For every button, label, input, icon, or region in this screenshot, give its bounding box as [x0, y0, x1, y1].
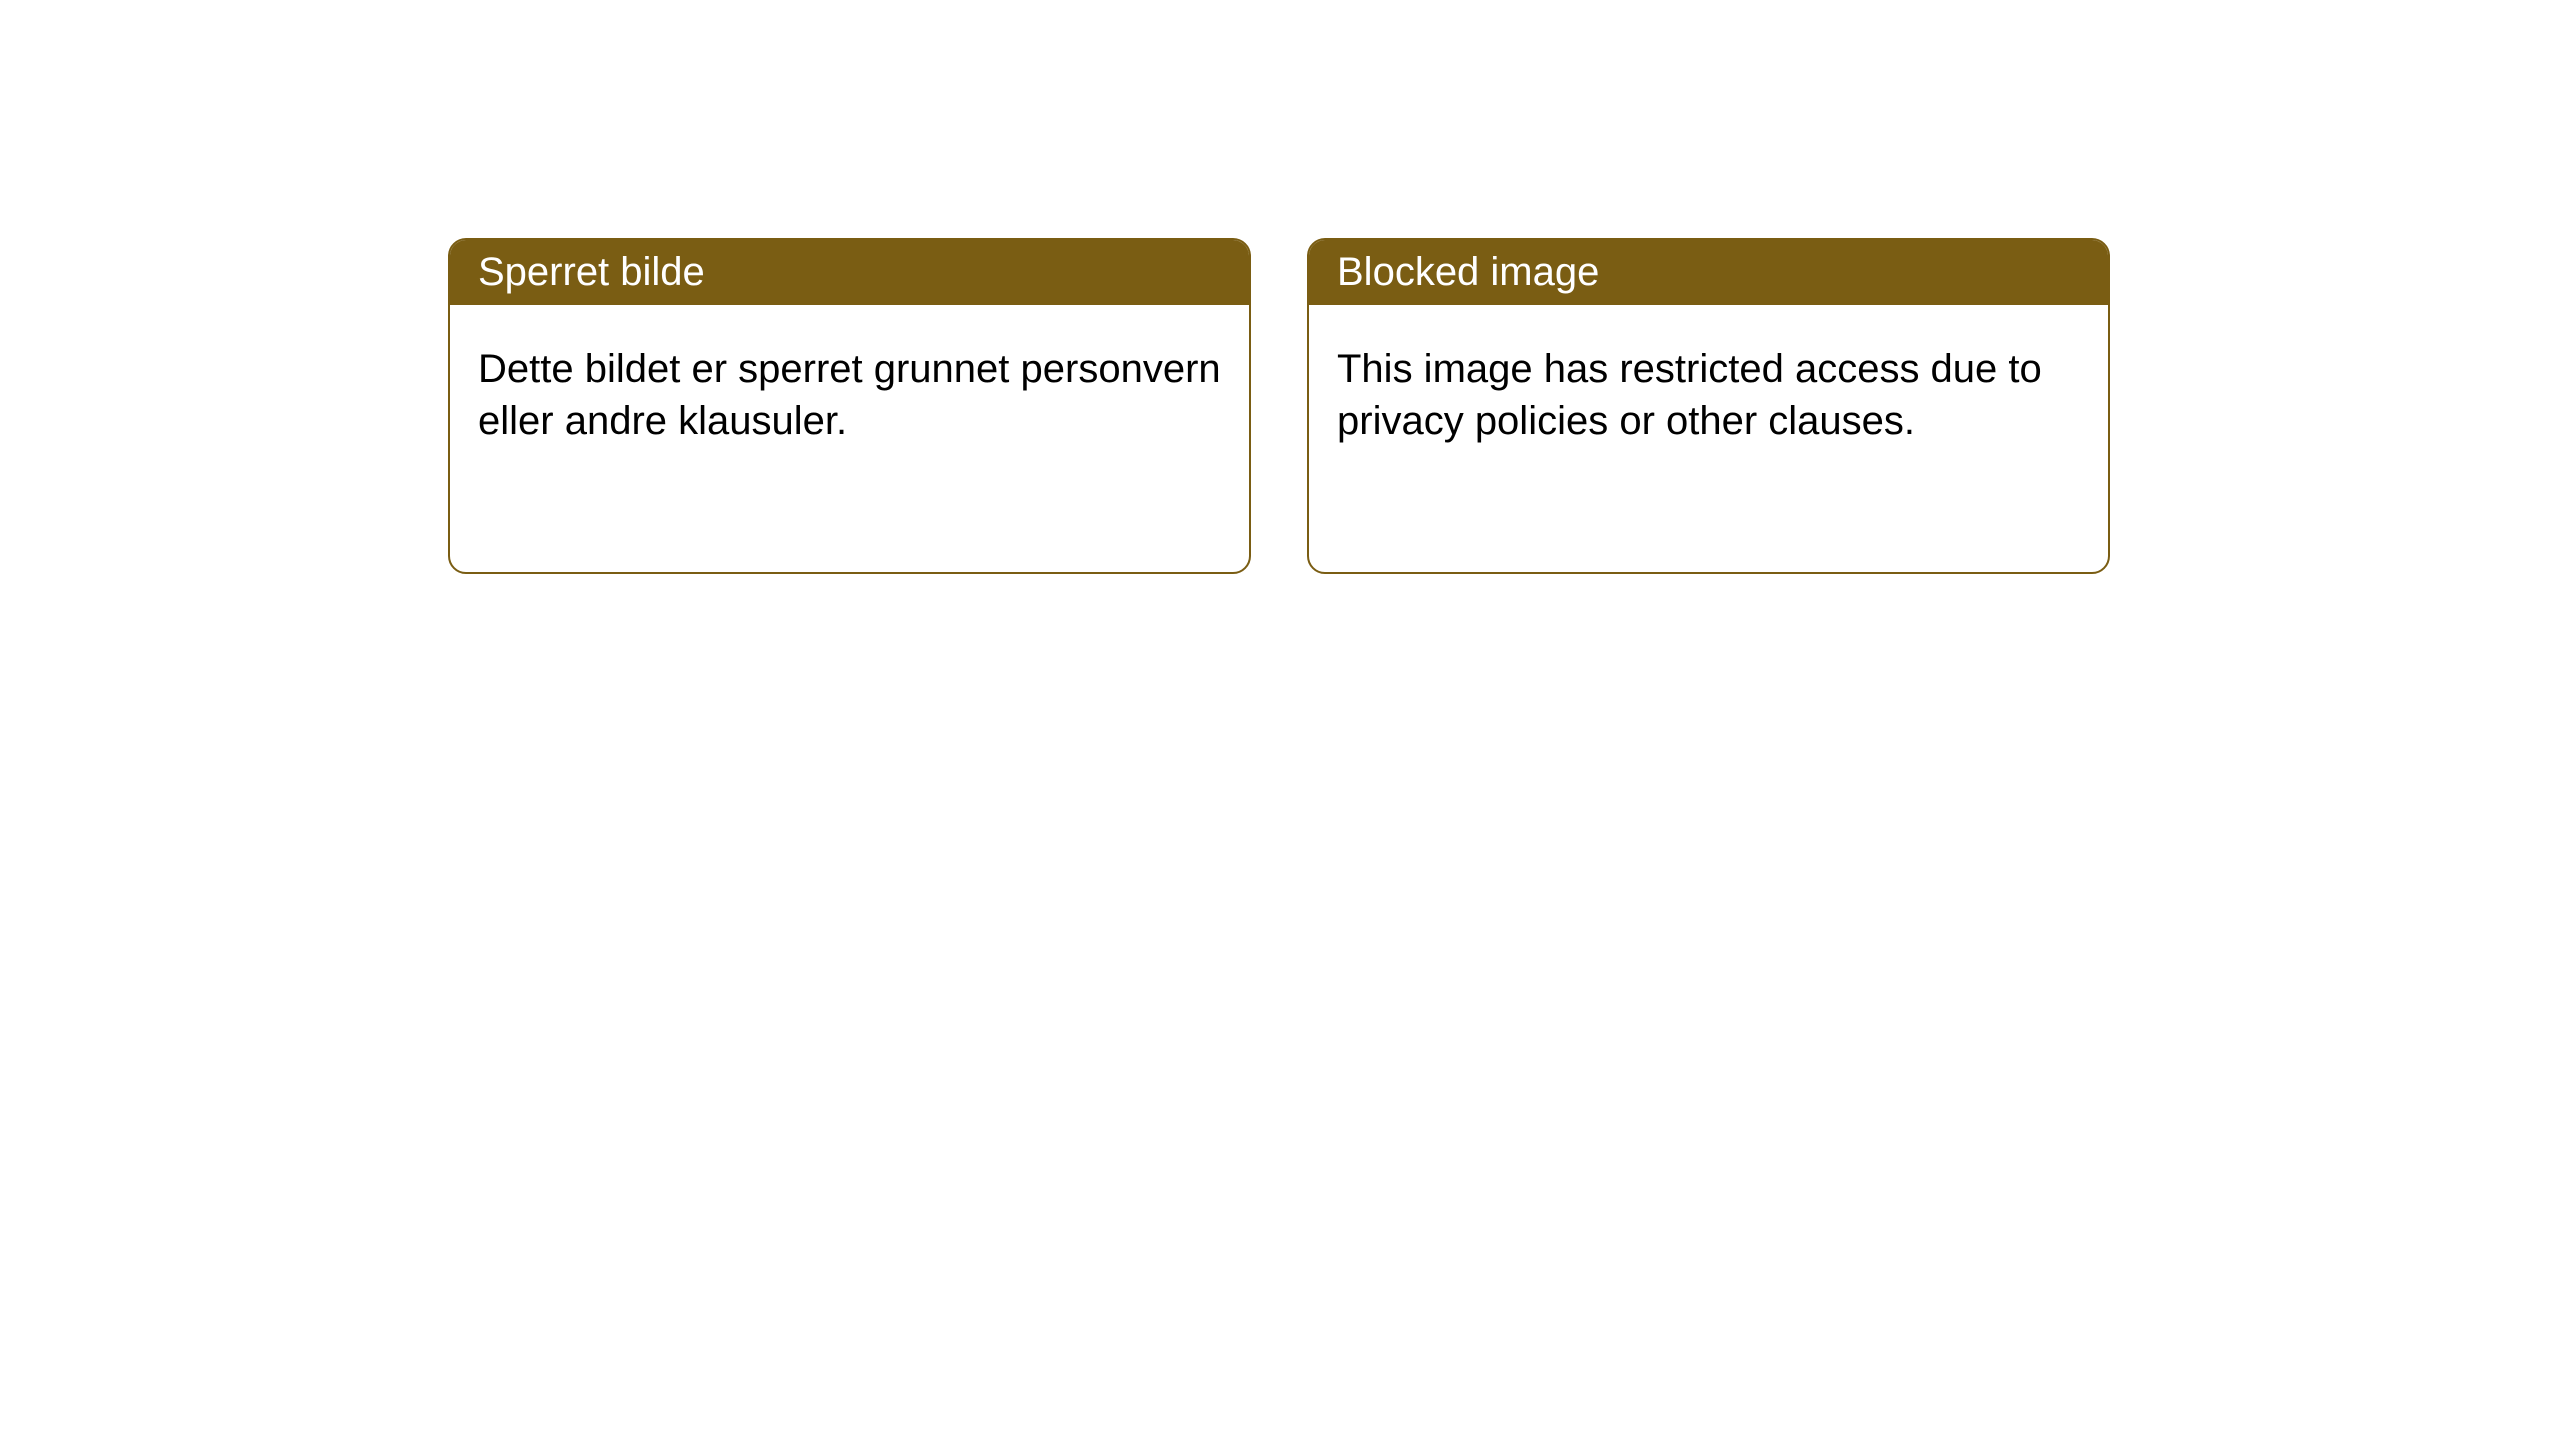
notice-card-title: Sperret bilde: [450, 240, 1249, 305]
notice-card-body: This image has restricted access due to …: [1309, 305, 2108, 485]
notice-card-norwegian: Sperret bilde Dette bildet er sperret gr…: [448, 238, 1251, 574]
notice-cards-container: Sperret bilde Dette bildet er sperret gr…: [0, 0, 2560, 574]
notice-card-english: Blocked image This image has restricted …: [1307, 238, 2110, 574]
notice-card-body: Dette bildet er sperret grunnet personve…: [450, 305, 1249, 485]
notice-card-title: Blocked image: [1309, 240, 2108, 305]
